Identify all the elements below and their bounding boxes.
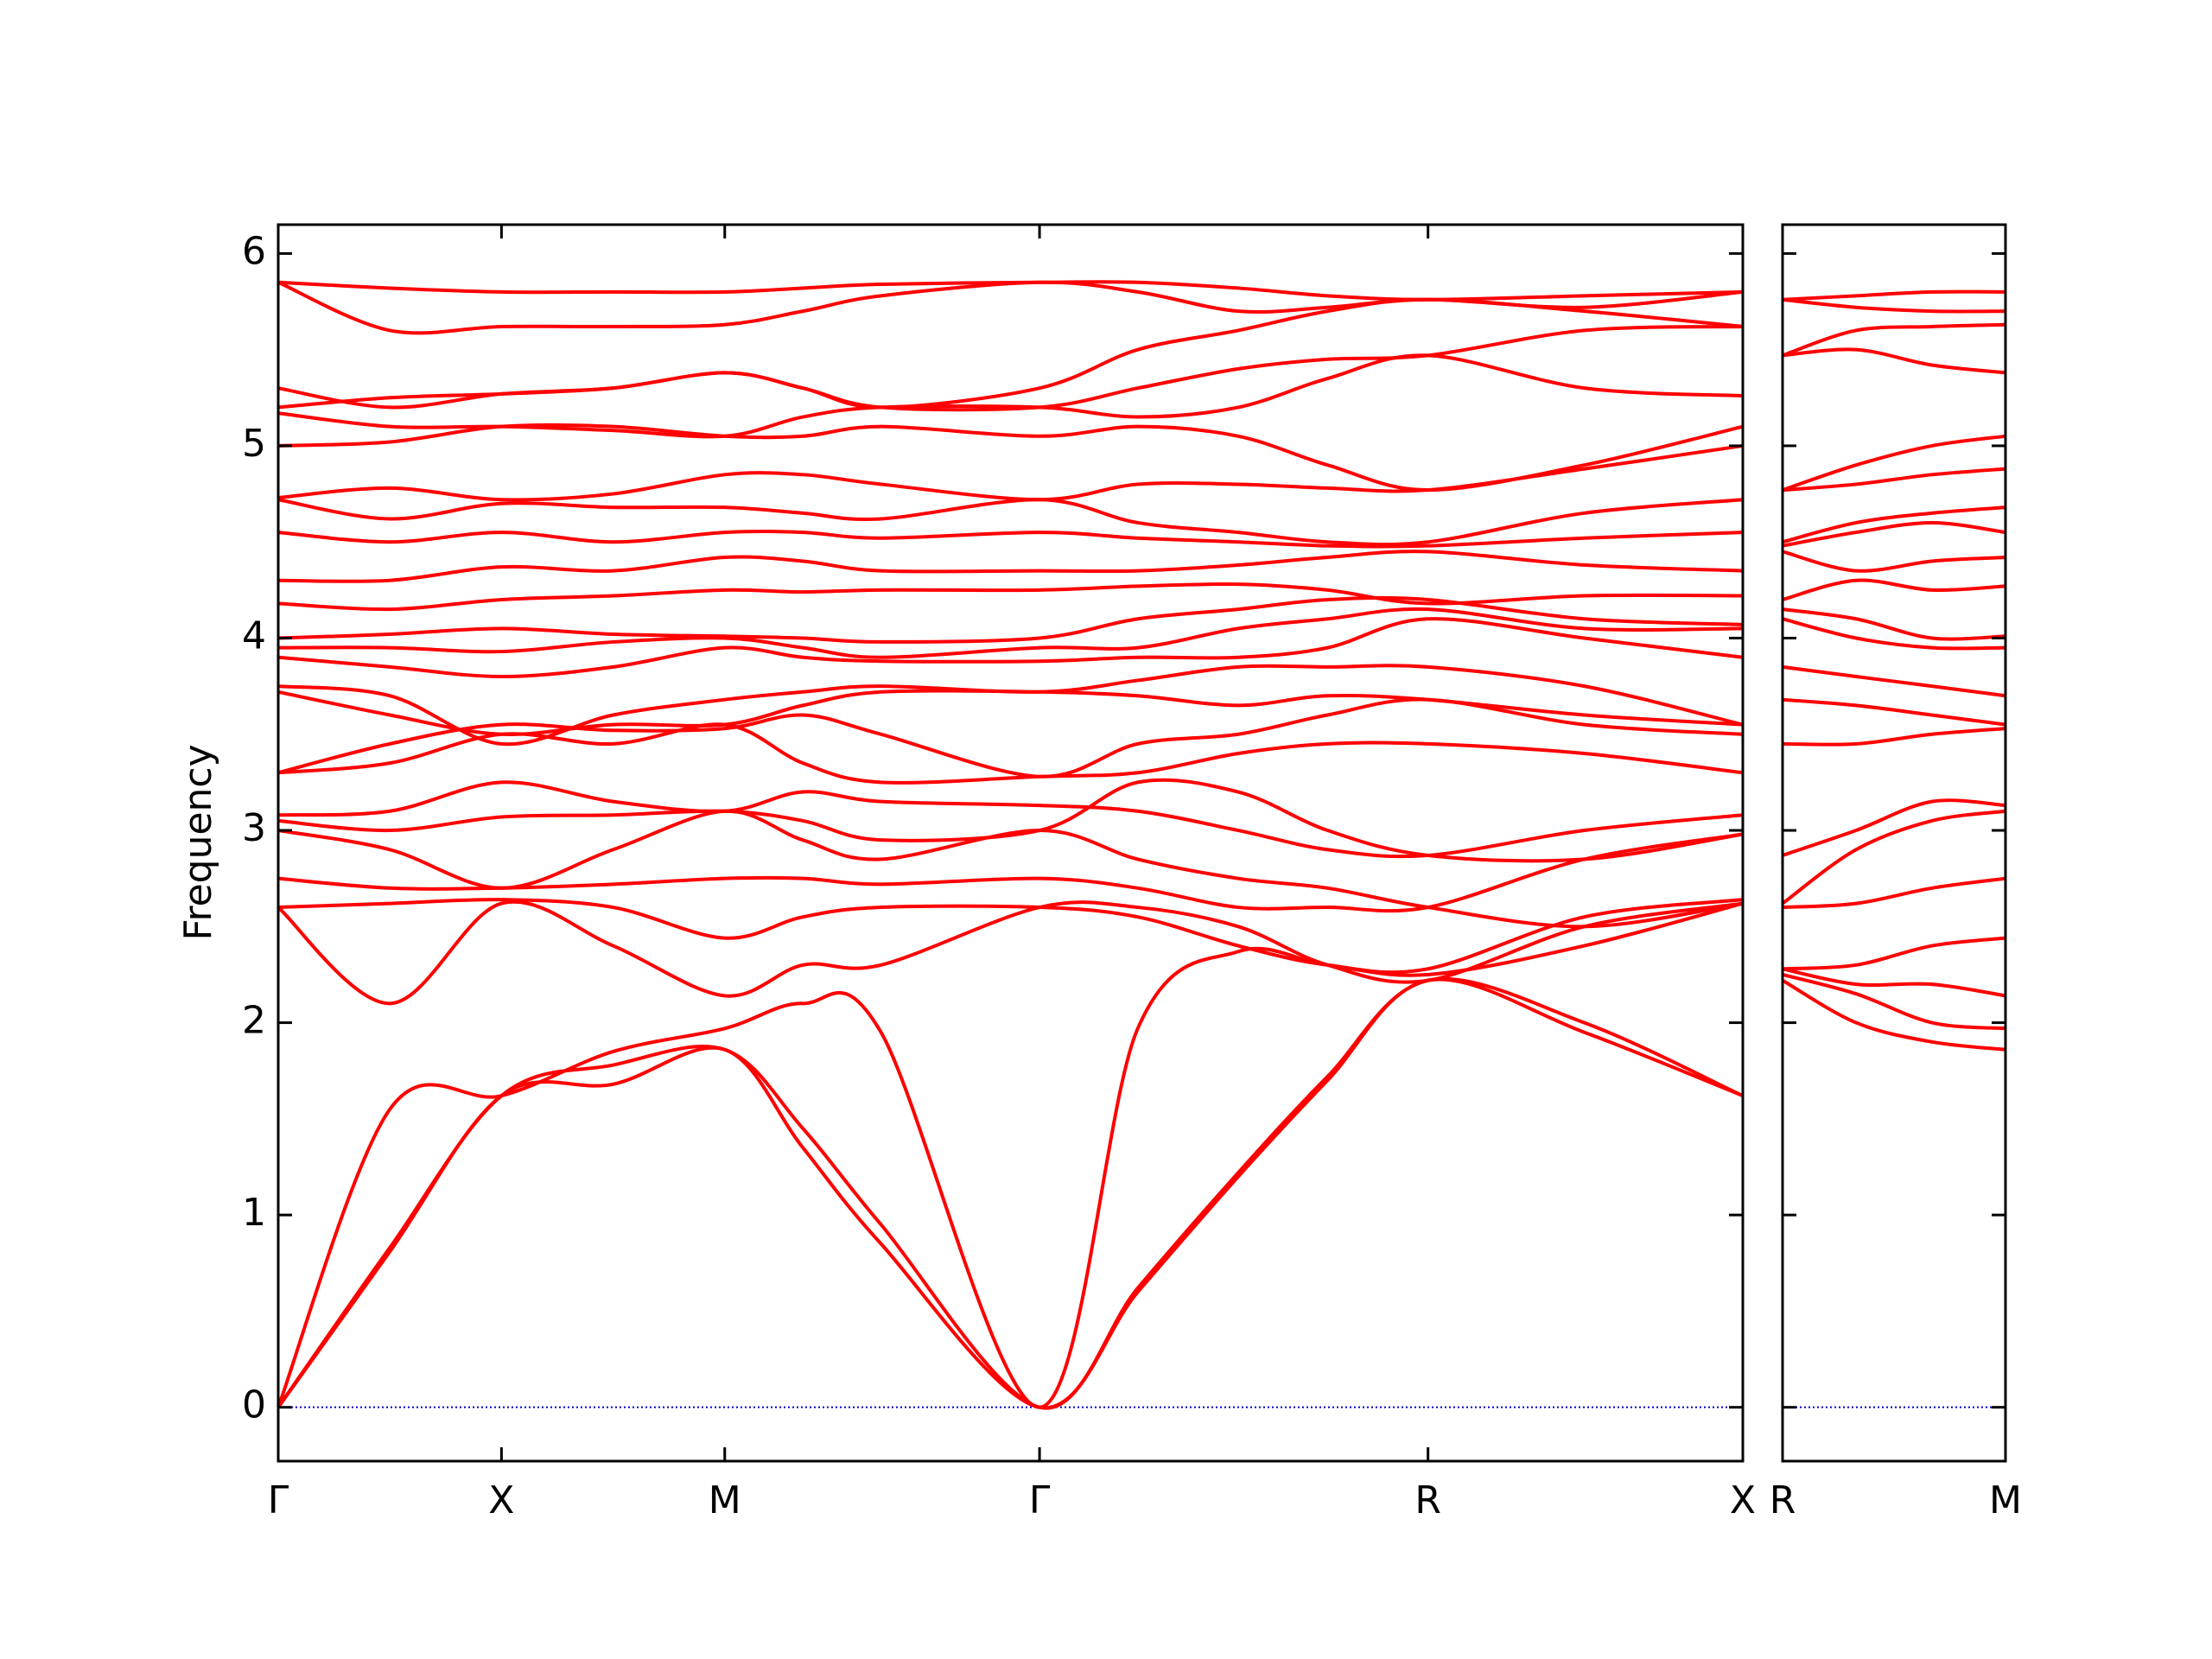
band xyxy=(1782,617,2006,651)
band xyxy=(1781,809,2006,906)
band xyxy=(1782,505,2006,544)
band xyxy=(276,899,1744,1006)
band xyxy=(1782,322,2006,358)
band xyxy=(277,582,1744,612)
band xyxy=(1782,798,2006,857)
band xyxy=(1782,550,2006,573)
y-tick-label: 5 xyxy=(242,422,266,466)
band xyxy=(1782,297,2006,314)
y-tick-label: 0 xyxy=(242,1383,266,1427)
band xyxy=(277,898,1744,975)
band xyxy=(277,780,1744,859)
band xyxy=(277,607,1744,659)
band xyxy=(1782,664,2006,698)
band xyxy=(1782,936,2006,971)
band xyxy=(277,498,1744,547)
band xyxy=(1782,697,2006,727)
band xyxy=(1782,578,2006,601)
x-tick-label: M xyxy=(709,1478,741,1522)
x-tick-label: R xyxy=(1770,1478,1796,1522)
plot-frame xyxy=(1781,223,2007,1463)
band xyxy=(276,901,1744,1409)
band xyxy=(1782,967,2006,998)
band xyxy=(277,697,1744,779)
x-tick-label: Γ xyxy=(268,1478,289,1522)
band xyxy=(1782,607,2006,641)
y-tick-label: 1 xyxy=(242,1191,266,1235)
band xyxy=(277,529,1744,549)
band xyxy=(1782,727,2006,747)
band xyxy=(1782,973,2006,1031)
band xyxy=(1782,434,2006,493)
y-tick-label: 2 xyxy=(242,999,266,1043)
x-tick-label: M xyxy=(1989,1478,2022,1522)
x-tick-label: Γ xyxy=(1029,1478,1051,1522)
x-tick-label: X xyxy=(488,1478,514,1522)
band xyxy=(277,297,1744,410)
band xyxy=(277,689,1744,736)
x-tick-label: R xyxy=(1414,1478,1441,1522)
y-tick-label: 4 xyxy=(242,613,266,658)
band xyxy=(277,280,1744,335)
band xyxy=(277,595,1744,644)
y-axis-label: Frequency xyxy=(176,744,220,940)
band xyxy=(276,976,1744,1410)
band xyxy=(1782,289,2006,302)
band xyxy=(277,778,1744,863)
band xyxy=(277,809,1744,929)
band xyxy=(277,423,1744,493)
band xyxy=(277,280,1744,302)
band xyxy=(1782,347,2006,375)
band xyxy=(1782,978,2006,1052)
band xyxy=(277,324,1744,412)
y-tick-label: 6 xyxy=(242,229,266,273)
band xyxy=(277,443,1744,502)
band xyxy=(1782,876,2006,910)
band xyxy=(277,617,1744,678)
plot-frame xyxy=(276,223,1745,1463)
band xyxy=(277,664,1744,747)
band xyxy=(277,353,1744,439)
band xyxy=(276,977,1744,1410)
x-tick-label: X xyxy=(1730,1478,1756,1522)
band xyxy=(277,550,1744,583)
band xyxy=(1782,520,2006,548)
y-tick-label: 3 xyxy=(242,806,266,850)
band xyxy=(1782,467,2006,493)
